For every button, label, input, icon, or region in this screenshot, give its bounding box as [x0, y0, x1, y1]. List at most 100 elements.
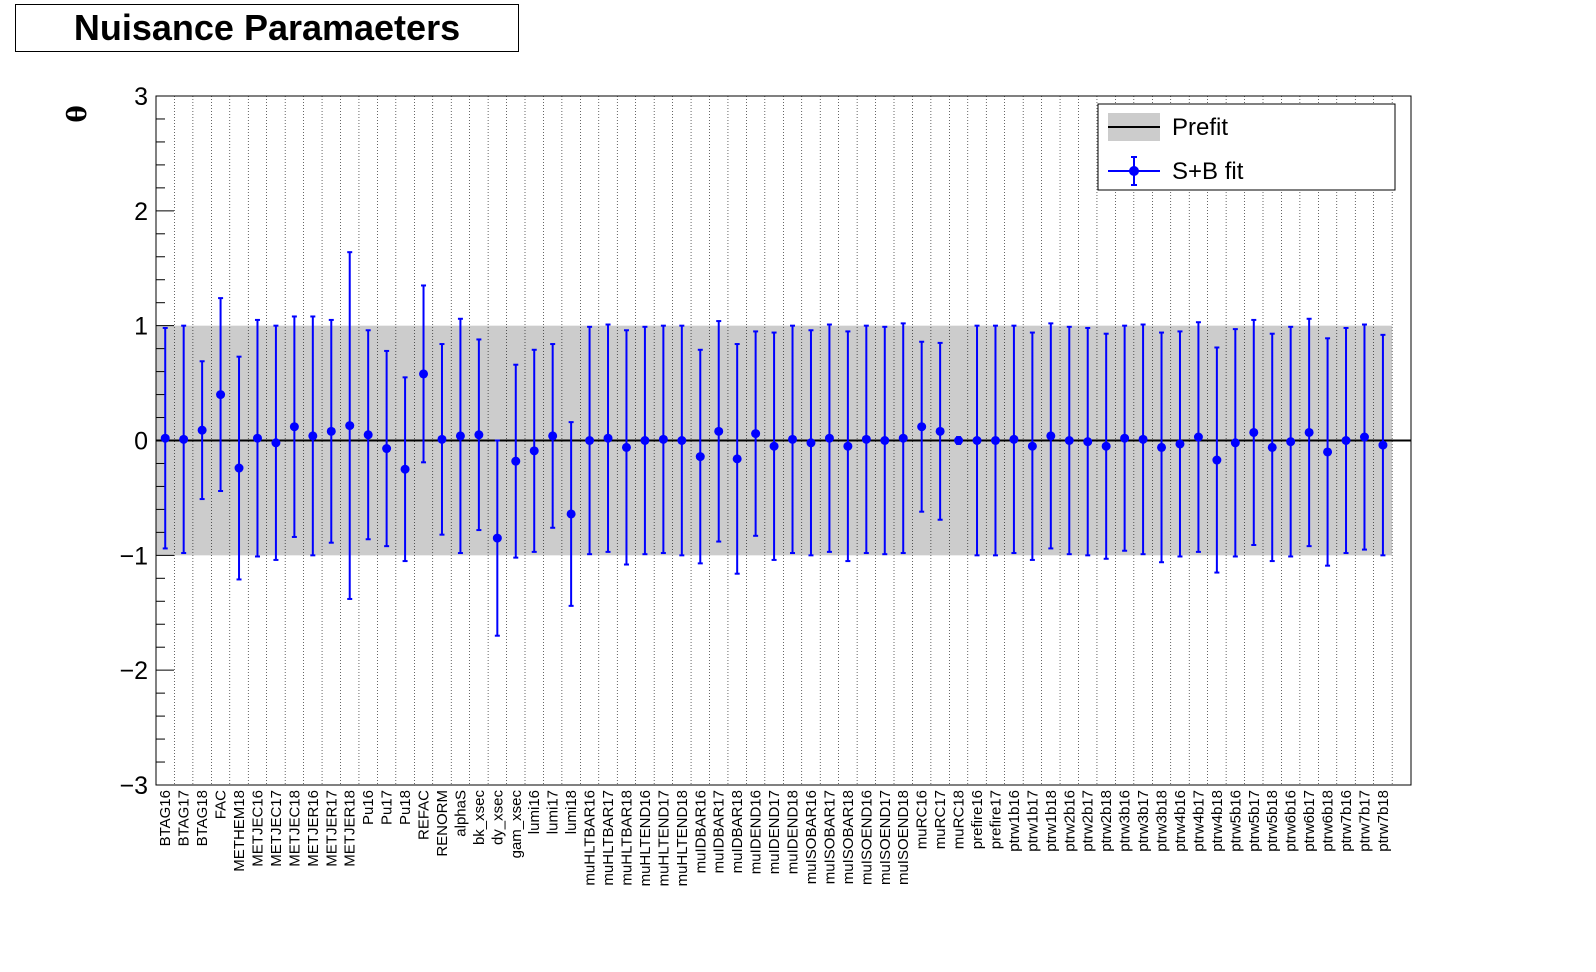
category-label: ptrw4b16: [1172, 790, 1189, 852]
category-label: muISOEND18: [895, 790, 912, 885]
fit-point: [271, 438, 281, 448]
fit-point: [1341, 436, 1351, 445]
fit-point: [1009, 434, 1019, 444]
category-label: muISOBAR17: [821, 790, 838, 884]
category-label: muIDBAR16: [692, 790, 709, 873]
category-label: muHLTBAR17: [600, 790, 617, 886]
category-label: ptrw5b16: [1227, 790, 1244, 852]
fit-point: [252, 433, 262, 443]
fit-point: [954, 436, 964, 445]
category-label: ptrw5b17: [1246, 790, 1263, 852]
category-label: BTAG17: [176, 790, 193, 846]
category-label: ptrw1b16: [1006, 790, 1023, 852]
category-label: muHLTBAR18: [618, 790, 635, 886]
fit-point: [326, 426, 336, 436]
y-axis-layer: −3 −2 −1 0 1 2 3: [119, 83, 174, 800]
category-label: muIDEND16: [748, 790, 765, 874]
category-label: gam_xsec: [508, 790, 525, 859]
fit-point: [289, 422, 299, 432]
category-label: ptrw6b18: [1320, 790, 1337, 852]
category-label: muIDBAR17: [711, 790, 728, 873]
category-label: ptrw1b17: [1024, 790, 1041, 852]
fit-point: [585, 436, 595, 445]
fit-point: [621, 442, 631, 452]
fit-point: [1101, 441, 1111, 451]
fit-point: [824, 433, 834, 443]
fit-point: [1230, 438, 1240, 448]
category-label: ptrw3b17: [1135, 790, 1152, 852]
fit-point: [990, 436, 1000, 445]
fit-point: [898, 433, 908, 443]
y-tick-label: 3: [134, 83, 148, 111]
category-labels-layer: BTAG16 BTAG17 BTAG18 FAC METHEM18 METJEC16 MET…: [157, 790, 1392, 887]
category-label: muRC17: [932, 790, 949, 849]
fit-point: [1120, 433, 1130, 443]
category-label: FAC: [213, 790, 230, 819]
category-label: muISOBAR16: [803, 790, 820, 884]
chart-title: Nuisance Paramaeters: [73, 7, 461, 48]
category-label: Pu16: [360, 790, 377, 825]
category-label: bk_xsec: [471, 790, 488, 846]
fit-point: [566, 509, 576, 519]
fit-point: [677, 436, 687, 445]
fit-point: [917, 422, 927, 432]
y-tick-label: −2: [119, 657, 148, 685]
fit-point: [1083, 437, 1093, 447]
category-label: prefire17: [987, 790, 1004, 849]
category-label: muISOEND17: [877, 790, 894, 885]
category-label: muRC18: [951, 790, 968, 849]
category-label: ptrw5b18: [1264, 790, 1281, 852]
fit-point: [843, 441, 853, 451]
category-label: ptrw1b18: [1043, 790, 1060, 852]
category-label: muRC16: [914, 790, 931, 849]
category-label: ptrw7b16: [1338, 790, 1355, 852]
fit-point: [419, 369, 429, 379]
fit-point: [400, 464, 410, 474]
category-label: muIDEND18: [785, 790, 802, 874]
category-label: ptrw6b17: [1301, 790, 1318, 852]
category-label: METHEM18: [231, 790, 248, 872]
y-tick-label: 2: [134, 198, 148, 226]
category-label: METJER17: [323, 790, 340, 867]
category-label: METJER18: [342, 790, 359, 867]
fit-point: [1378, 440, 1388, 450]
category-label: ptrw2b18: [1098, 790, 1115, 852]
fit-point: [437, 434, 447, 444]
category-label: Pu17: [379, 790, 396, 825]
y-tick-label: −1: [119, 542, 148, 570]
category-label: ptrw7b17: [1356, 790, 1373, 852]
fit-point: [658, 434, 668, 444]
fit-point: [363, 430, 373, 440]
category-label: muISOEND16: [858, 790, 875, 885]
legend: Prefit S+B fit: [1097, 103, 1396, 191]
fit-point: [935, 426, 945, 436]
category-label: muHLTBAR16: [582, 790, 599, 886]
fit-point: [769, 441, 779, 451]
fit-point: [492, 533, 502, 543]
fit-point: [308, 431, 318, 441]
y-axis-label: θ: [63, 105, 93, 122]
fit-point: [474, 430, 484, 440]
fit-point: [455, 431, 465, 441]
category-label: BTAG18: [194, 790, 211, 846]
fit-point: [345, 421, 355, 431]
fit-point: [382, 444, 392, 454]
category-label: METJEC18: [286, 790, 303, 867]
fit-point: [548, 431, 558, 441]
fit-point: [1267, 442, 1277, 452]
fit-point: [880, 436, 890, 445]
fit-point: [1175, 439, 1185, 449]
fit-point: [1193, 432, 1203, 442]
grid-layer: [174, 96, 1393, 785]
fit-point: [1064, 436, 1074, 445]
fit-point: [861, 434, 871, 444]
category-label: ptrw2b17: [1080, 790, 1097, 852]
category-label: ptrw3b18: [1154, 790, 1171, 852]
category-label: muIDEND17: [766, 790, 783, 874]
category-label: ptrw4b17: [1190, 790, 1207, 852]
category-label: muHLTEND17: [655, 790, 672, 886]
fit-point: [603, 433, 613, 443]
fit-point: [1212, 455, 1222, 465]
fit-point: [714, 426, 724, 436]
